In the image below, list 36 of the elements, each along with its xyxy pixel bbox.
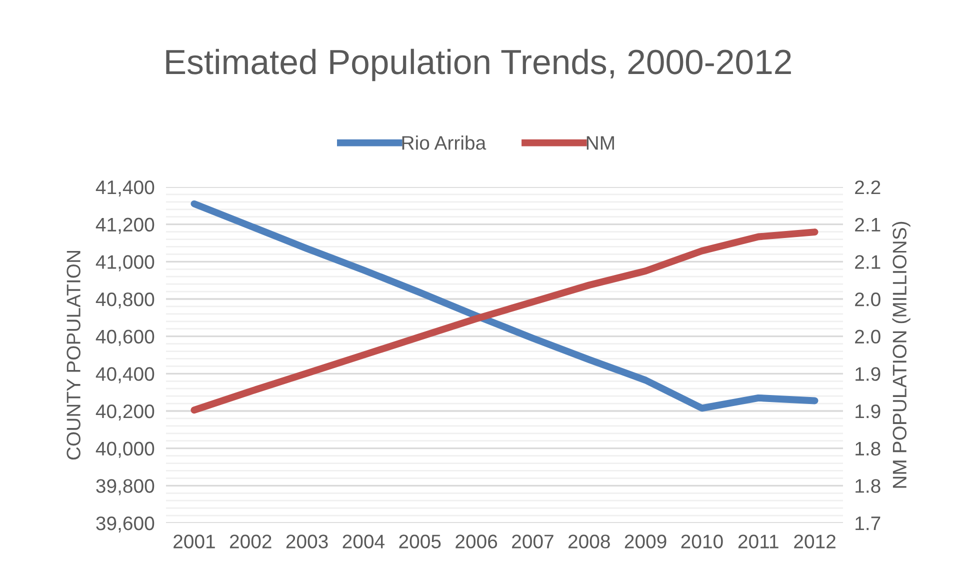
x-tick-label: 2012 xyxy=(794,534,836,548)
chart-title: Estimated Population Trends, 2000-2012 xyxy=(166,48,791,82)
y2-tick-label: 1.9 xyxy=(856,367,880,381)
x-tick-label: 2008 xyxy=(568,534,610,548)
y2-tick-label: 2.0 xyxy=(855,330,880,344)
x-tick-label: 2011 xyxy=(738,534,778,548)
y2-tick-label: 2.2 xyxy=(855,180,880,194)
y-tick-label: 40,800 xyxy=(96,292,154,309)
y-axis-title: COUNTY POPULATION xyxy=(66,251,80,460)
y2-tick-label: 1.9 xyxy=(856,404,880,418)
y-tick-label: 41,000 xyxy=(96,255,154,272)
y-tick-label: 39,800 xyxy=(96,479,154,496)
y2-tick-label: 1.8 xyxy=(856,479,880,493)
y-tick-label: 40,200 xyxy=(96,404,154,421)
legend-label: NM xyxy=(586,136,614,150)
y-tick-label: 41,400 xyxy=(96,180,154,197)
x-tick-label: 2006 xyxy=(456,534,498,548)
y2-tick-label: 2.0 xyxy=(855,292,880,306)
y2-tick-label: 2.1 xyxy=(855,218,880,232)
y2-tick-label: 2.1 xyxy=(855,255,880,269)
y2-tick-label: 1.7 xyxy=(856,516,880,530)
y-tick-label: 39,600 xyxy=(96,516,154,533)
x-tick-label: 2001 xyxy=(174,534,215,548)
y-tick-label: 40,000 xyxy=(96,442,154,458)
x-tick-label: 2002 xyxy=(230,534,272,548)
x-tick-label: 2009 xyxy=(624,534,666,548)
x-tick-label: 2007 xyxy=(512,534,554,548)
y-tick-label: 40,400 xyxy=(96,367,154,384)
x-tick-label: 2004 xyxy=(342,534,385,548)
x-tick-label: 2003 xyxy=(286,534,328,548)
y2-tick-label: 1.8 xyxy=(856,442,880,456)
y-tick-label: 41,200 xyxy=(96,218,154,234)
y2-axis-title: NM POPULATION (MILLIONS) xyxy=(892,222,910,488)
y-tick-label: 40,600 xyxy=(96,330,154,346)
x-tick-label: 2005 xyxy=(399,534,441,548)
x-tick-label: 2010 xyxy=(681,534,723,548)
